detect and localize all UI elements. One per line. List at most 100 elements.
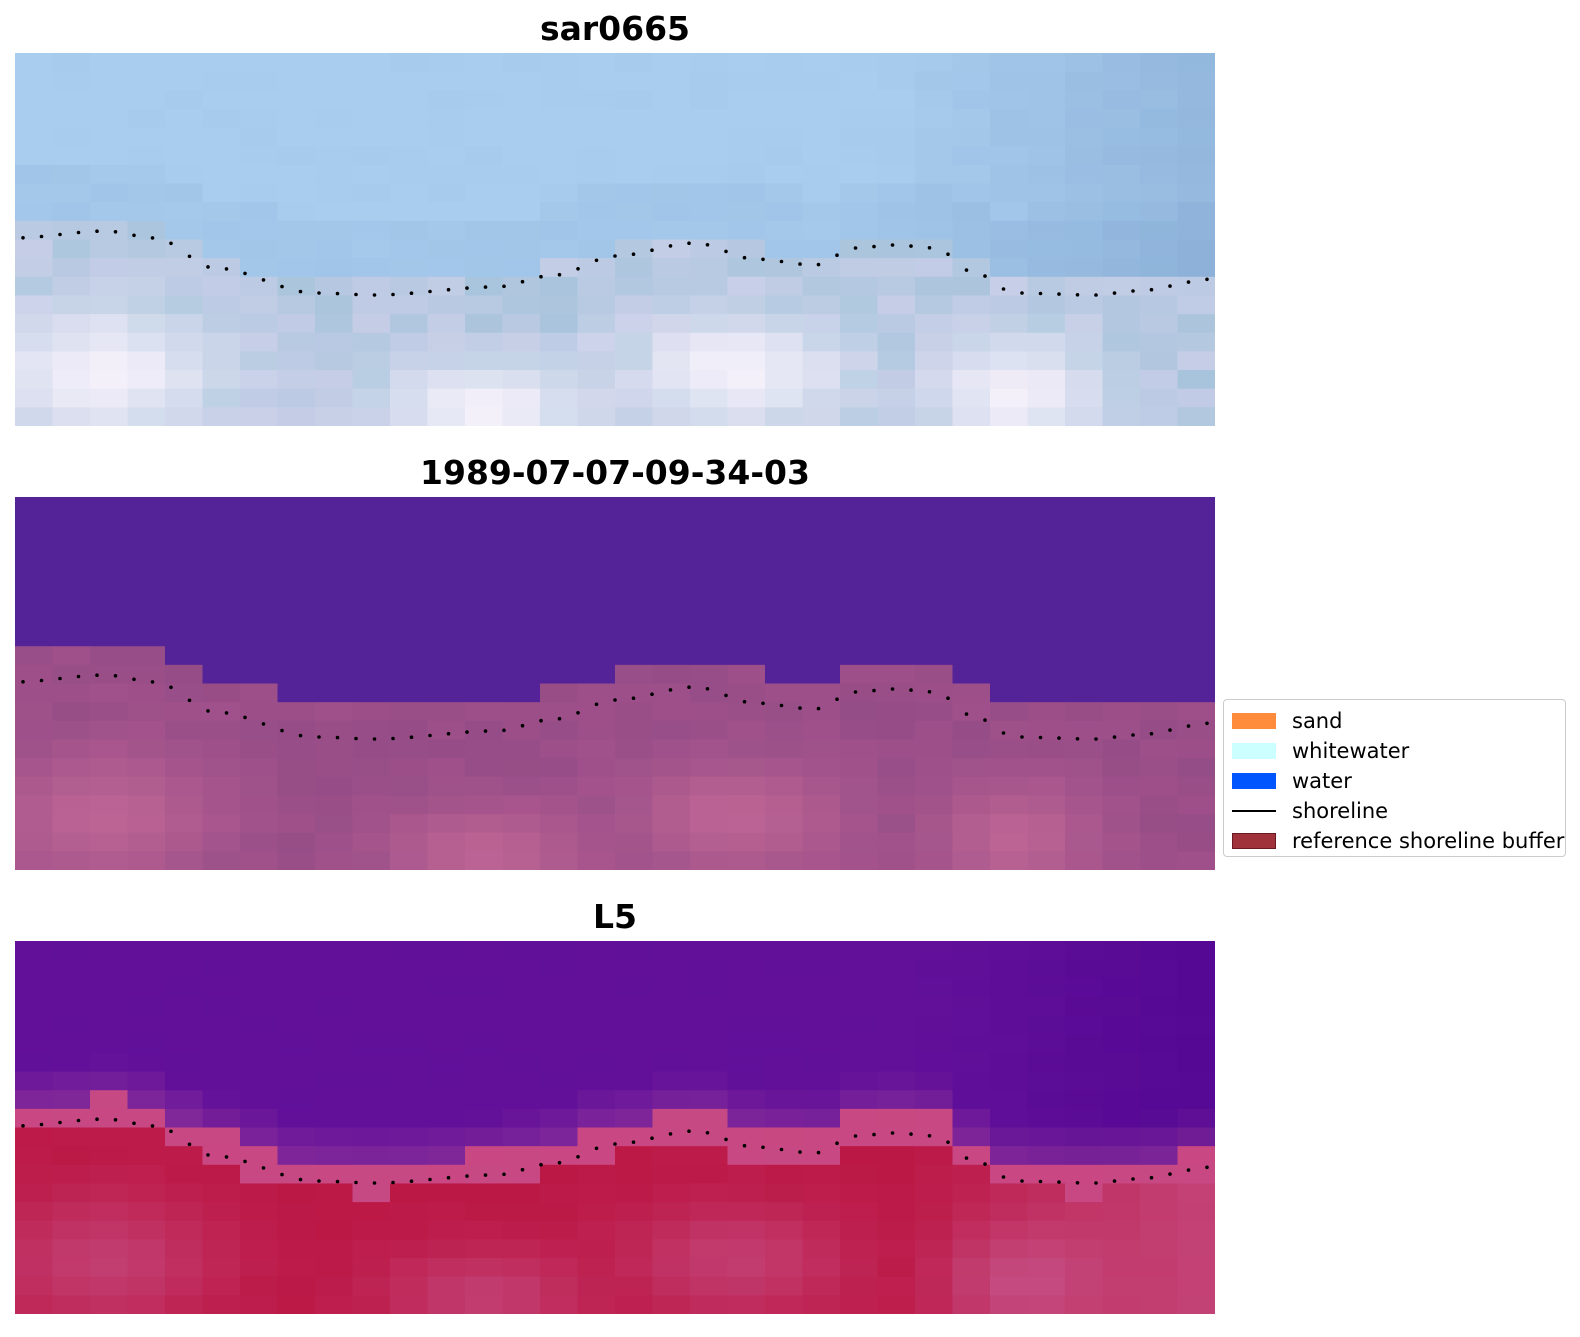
pixel-cell	[990, 1034, 1029, 1054]
pixel-cell	[240, 1034, 279, 1054]
pixel-cell	[90, 258, 129, 278]
pixel-cell	[202, 1258, 241, 1278]
pixel-cell	[352, 720, 391, 741]
pixel-cell	[502, 388, 541, 408]
legend-item-sand: sand	[1232, 706, 1557, 736]
pixel-cell	[952, 1202, 991, 1222]
pixel-cell	[502, 814, 541, 834]
pixel-cell	[90, 664, 129, 685]
pixel-cell	[315, 978, 354, 998]
shoreline-dot	[1020, 735, 1024, 739]
pixel-cell	[165, 202, 204, 222]
pixel-cell	[315, 832, 354, 852]
pixel-cell	[840, 1239, 879, 1259]
pixel-cell	[90, 239, 129, 259]
pixel-cell	[165, 739, 204, 759]
shoreline-dot	[1149, 731, 1154, 736]
pixel-cell	[990, 739, 1029, 759]
pixel-cell	[540, 720, 579, 741]
shoreline-dot	[946, 696, 950, 700]
pixel-cell	[1177, 1034, 1215, 1054]
pixel-cell	[1140, 1295, 1179, 1314]
pixel-cell	[1177, 164, 1215, 185]
pixel-cell	[390, 1220, 429, 1240]
pixel-cell	[277, 720, 316, 741]
pixel-cell	[990, 1108, 1029, 1129]
pixel-cell	[802, 571, 841, 591]
pixel-cell	[277, 664, 316, 685]
pixel-cell	[277, 370, 316, 390]
pixel-cell	[540, 183, 579, 203]
pixel-cell	[727, 1127, 766, 1147]
pixel-cell	[727, 1276, 766, 1296]
pixel-cell	[765, 351, 804, 371]
pixel-cell	[652, 1220, 691, 1240]
pixel-cell	[727, 90, 766, 110]
shoreline-dot	[95, 673, 99, 677]
pixel-cell	[202, 53, 241, 73]
shoreline-dot	[594, 258, 599, 263]
pixel-cell	[915, 407, 954, 426]
pixel-cell	[502, 1295, 541, 1314]
pixel-cell	[990, 1015, 1029, 1035]
shoreline-dot	[761, 257, 765, 262]
pixel-cell	[165, 370, 204, 390]
pixel-cell	[1102, 276, 1141, 297]
pixel-cell	[390, 534, 429, 554]
pixel-cell	[52, 127, 91, 147]
pixel-cell	[1027, 720, 1066, 741]
pixel-cell	[990, 314, 1029, 334]
pixel-cell	[240, 996, 279, 1017]
pixel-cell	[127, 332, 166, 352]
pixel-cell	[765, 515, 804, 535]
shoreline-dot	[1205, 721, 1209, 726]
shoreline-dot	[927, 246, 932, 250]
shoreline-dot	[1094, 1181, 1098, 1185]
pixel-cell	[15, 978, 54, 998]
pixel-cell	[952, 370, 991, 390]
pixel-cell	[390, 90, 429, 110]
pixel-cell	[877, 739, 916, 759]
pixel-cell	[1102, 776, 1141, 796]
pixel-cell	[15, 1183, 54, 1203]
pixel-cell	[615, 552, 654, 573]
pixel-cell	[15, 1239, 54, 1259]
pixel-cell	[952, 314, 991, 334]
pixel-cell	[840, 1164, 879, 1185]
pixel-cell	[577, 407, 616, 426]
pixel-cell	[390, 258, 429, 278]
pixel-cell	[390, 608, 429, 629]
pixel-cell	[915, 1202, 954, 1222]
shoreline-dot	[650, 692, 654, 696]
pixel-cell	[315, 1295, 354, 1314]
pixel-cell	[1065, 1164, 1104, 1185]
shoreline-dot	[798, 706, 802, 710]
pixel-cell	[427, 795, 466, 815]
pixel-cell	[1177, 941, 1215, 961]
pixel-cell	[952, 702, 991, 722]
pixel-cell	[952, 664, 991, 685]
pixel-cell	[15, 795, 54, 815]
pixel-cell	[990, 202, 1029, 222]
pixel-cell	[15, 646, 54, 666]
pixel-cell	[952, 53, 991, 73]
pixel-cell	[652, 683, 691, 703]
pixel-cell	[352, 314, 391, 334]
pixel-cell	[352, 959, 391, 979]
pixel-cell	[840, 1220, 879, 1240]
pixel-cell	[1102, 164, 1141, 185]
pixel-cell	[52, 497, 91, 517]
pixel-cell	[427, 1071, 466, 1091]
pixel-cell	[690, 627, 729, 647]
pixel-cell	[352, 814, 391, 834]
pixel-cell	[765, 758, 804, 778]
pixel-cell	[765, 90, 804, 110]
pixel-cell	[690, 1295, 729, 1314]
shoreline-dot	[335, 1179, 340, 1184]
pixel-cell	[465, 1015, 504, 1035]
pixel-cell	[652, 1034, 691, 1054]
pixel-cell	[840, 1183, 879, 1203]
pixel-cell	[952, 627, 991, 647]
shoreline-dot	[1131, 733, 1135, 737]
pixel-cell	[990, 1127, 1029, 1147]
